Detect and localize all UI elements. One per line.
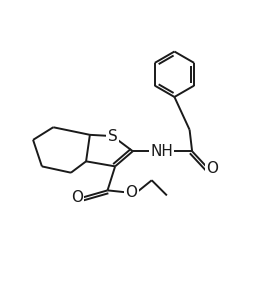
Text: O: O xyxy=(71,190,83,206)
Text: O: O xyxy=(126,185,138,200)
Text: S: S xyxy=(108,129,117,144)
Text: NH: NH xyxy=(150,144,173,159)
Text: O: O xyxy=(206,161,218,176)
